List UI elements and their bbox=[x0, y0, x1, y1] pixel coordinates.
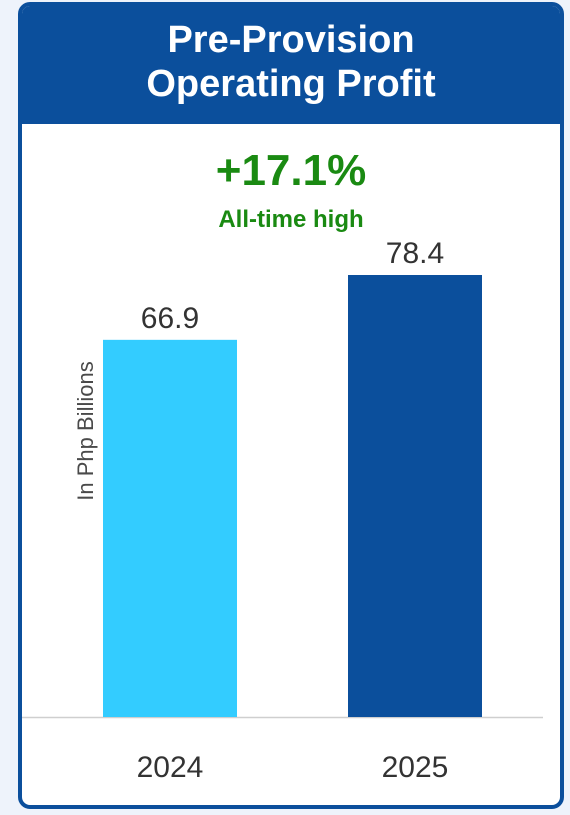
bar-2025 bbox=[348, 275, 482, 717]
data-label-2024: 66.9 bbox=[141, 302, 199, 335]
chart-title-line1: Pre-Provision bbox=[167, 19, 415, 61]
card-header: Pre-Provision Operating Profit bbox=[22, 6, 560, 124]
bar-chart: 66.9 2024 78.4 2025 bbox=[22, 237, 543, 784]
chart-title-line2: Operating Profit bbox=[146, 63, 436, 105]
x-tick-label-2025: 2025 bbox=[382, 751, 449, 784]
growth-percentage: +17.1% bbox=[215, 146, 367, 195]
growth-note: All-time high bbox=[218, 206, 364, 233]
x-tick-label-2024: 2024 bbox=[137, 751, 204, 784]
bar-2024 bbox=[103, 339, 237, 717]
data-label-2025: 78.4 bbox=[386, 237, 444, 270]
chart-card: Pre-Provision Operating Profit +17.1% Al… bbox=[18, 2, 564, 809]
